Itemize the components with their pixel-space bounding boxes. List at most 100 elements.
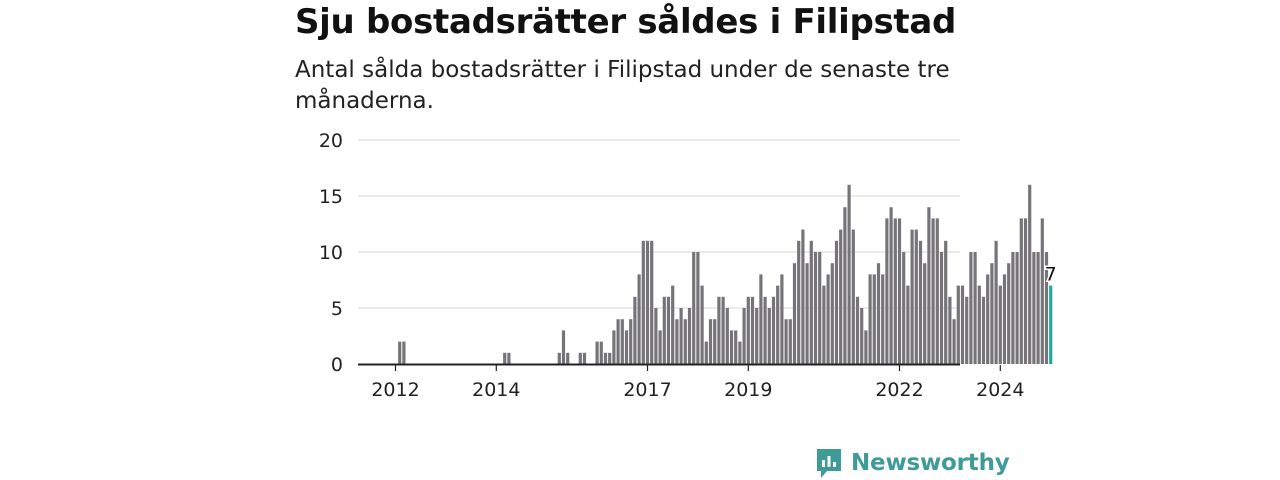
bar	[620, 319, 624, 364]
x-tick-label: 2024	[976, 379, 1024, 401]
bar	[692, 252, 696, 364]
bar	[893, 218, 897, 364]
bar	[1002, 274, 1007, 364]
brand: Newsworthy	[815, 447, 1010, 479]
bar	[755, 308, 759, 364]
bar	[612, 330, 616, 364]
bar	[666, 296, 671, 364]
bar	[981, 296, 986, 364]
bar	[843, 207, 847, 364]
bar	[662, 296, 666, 364]
newsworthy-logo-icon	[817, 449, 841, 478]
bar	[633, 296, 637, 364]
bar	[771, 296, 776, 364]
bar	[738, 341, 742, 364]
bar	[973, 252, 977, 364]
bar	[809, 240, 813, 364]
bar	[734, 330, 738, 364]
bar	[889, 207, 893, 364]
bar	[650, 240, 654, 364]
bar	[696, 252, 700, 364]
page-title: Sju bostadsrätter såldes i Filipstad	[295, 2, 957, 42]
bar	[595, 341, 599, 364]
bar	[700, 285, 704, 364]
bar	[860, 308, 864, 364]
bar	[561, 330, 566, 364]
bar	[914, 229, 918, 364]
bar	[931, 218, 935, 364]
bar	[1023, 218, 1028, 364]
bar	[742, 308, 746, 364]
bar	[641, 240, 645, 364]
bar	[1015, 252, 1019, 364]
bar	[839, 229, 843, 364]
bar	[918, 240, 923, 364]
bar	[759, 274, 763, 364]
x-tick-label: 2017	[623, 379, 671, 401]
bar	[864, 330, 868, 364]
bar	[507, 352, 511, 364]
bar	[948, 296, 952, 364]
bar	[788, 319, 792, 364]
bar	[713, 319, 717, 364]
bar	[944, 240, 948, 364]
bar	[1028, 184, 1032, 364]
x-tick-label: 2014	[472, 379, 520, 401]
bar	[616, 319, 620, 364]
bar	[797, 240, 801, 364]
y-tick-label: 10	[319, 242, 343, 264]
bar	[986, 274, 990, 364]
x-axis-labels: 2012 2014 2017 2019 2022 2024	[358, 363, 1024, 401]
bar	[1032, 252, 1036, 364]
y-tick-label: 5	[331, 298, 343, 320]
bar	[881, 274, 885, 364]
bar	[582, 352, 587, 364]
bar	[834, 240, 839, 364]
bar	[1044, 252, 1049, 364]
bar	[784, 319, 788, 364]
bar	[902, 252, 906, 364]
brand-name: Newsworthy	[851, 450, 1010, 476]
bar	[801, 229, 805, 364]
bar	[822, 285, 826, 364]
bar	[645, 240, 650, 364]
bar	[855, 296, 860, 364]
bar	[725, 308, 729, 364]
bars: 7	[398, 184, 1058, 364]
bar	[847, 184, 851, 364]
bar	[818, 252, 822, 364]
bar	[729, 330, 734, 364]
bar	[629, 319, 633, 364]
bar	[990, 263, 994, 364]
bar	[868, 274, 872, 364]
bar	[557, 352, 561, 364]
bar	[687, 308, 692, 364]
bar	[939, 252, 944, 364]
y-axis-labels: 0 5 10 15 20	[319, 130, 343, 376]
bar	[998, 285, 1002, 364]
y-tick-label: 0	[331, 354, 343, 376]
bar	[872, 274, 876, 364]
bar	[599, 341, 603, 364]
bar	[805, 263, 809, 364]
bar	[910, 229, 914, 364]
bar	[402, 341, 406, 364]
bar	[776, 285, 780, 364]
x-tick-label: 2019	[724, 379, 772, 401]
bar	[398, 341, 402, 364]
bar	[830, 263, 834, 364]
bar	[721, 296, 725, 364]
bar	[965, 296, 969, 364]
bar	[906, 285, 910, 364]
bar	[780, 274, 784, 364]
x-tick-label: 2012	[371, 379, 419, 401]
bar	[969, 252, 973, 364]
bar	[750, 296, 755, 364]
bar	[952, 319, 956, 364]
bar	[851, 229, 855, 364]
bar	[1011, 252, 1015, 364]
bar	[956, 285, 960, 364]
highlight-bar	[1049, 285, 1053, 364]
bar	[923, 263, 927, 364]
